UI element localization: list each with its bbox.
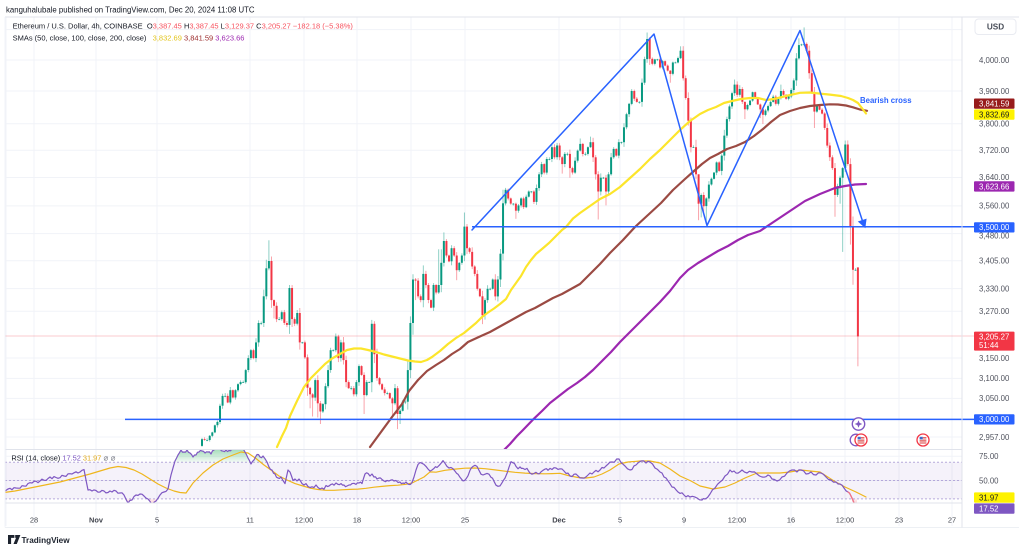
svg-text:28: 28 bbox=[30, 516, 38, 525]
svg-text:Dec: Dec bbox=[552, 516, 566, 525]
svg-text:3,720.00: 3,720.00 bbox=[979, 146, 1010, 155]
svg-text:3,900.00: 3,900.00 bbox=[979, 87, 1010, 96]
svg-text:12:00: 12:00 bbox=[295, 516, 314, 525]
svg-text:3,050.00: 3,050.00 bbox=[979, 394, 1010, 403]
svg-text:3,000.00: 3,000.00 bbox=[979, 415, 1010, 424]
svg-text:3,832.69: 3,832.69 bbox=[979, 110, 1009, 119]
svg-text:5: 5 bbox=[155, 516, 159, 525]
svg-text:5: 5 bbox=[618, 516, 622, 525]
svg-text:SMAs (50, close, 100, close, 2: SMAs (50, close, 100, close, 200, close)… bbox=[13, 33, 245, 42]
svg-text:17.52: 17.52 bbox=[979, 504, 999, 513]
svg-text:3,800.00: 3,800.00 bbox=[979, 120, 1010, 129]
svg-text:25: 25 bbox=[461, 516, 469, 525]
svg-text:23: 23 bbox=[895, 516, 903, 525]
svg-text:12:00: 12:00 bbox=[836, 516, 855, 525]
svg-text:3,500.00: 3,500.00 bbox=[979, 223, 1010, 232]
svg-text:3,480.00: 3,480.00 bbox=[979, 231, 1010, 240]
svg-text:75.00: 75.00 bbox=[979, 452, 999, 461]
svg-text:Nov: Nov bbox=[89, 516, 104, 525]
svg-text:11: 11 bbox=[246, 516, 254, 525]
svg-text:18: 18 bbox=[353, 516, 361, 525]
svg-text:12:00: 12:00 bbox=[728, 516, 747, 525]
svg-text:12:00: 12:00 bbox=[402, 516, 421, 525]
svg-text:16: 16 bbox=[787, 516, 795, 525]
svg-text:RSI (14, close) 17.52 31.97 ⌀: RSI (14, close) 17.52 31.97 ⌀ ⌀ bbox=[11, 454, 115, 463]
svg-text:3,405.00: 3,405.00 bbox=[979, 257, 1010, 266]
svg-text:kanguhalubale published on Tra: kanguhalubale published on TradingView.c… bbox=[6, 5, 255, 14]
svg-text:3,623.66: 3,623.66 bbox=[979, 182, 1009, 191]
svg-text:3,560.00: 3,560.00 bbox=[979, 202, 1010, 211]
svg-text:50.00: 50.00 bbox=[979, 476, 999, 485]
svg-text:51:44: 51:44 bbox=[979, 341, 999, 350]
svg-text:31.97: 31.97 bbox=[979, 493, 999, 502]
svg-text:2,957.00: 2,957.00 bbox=[979, 433, 1010, 442]
svg-text:4,000.00: 4,000.00 bbox=[979, 56, 1010, 65]
svg-text:Ethereum / U.S. Dollar, 4h, CO: Ethereum / U.S. Dollar, 4h, COINBASE O3,… bbox=[13, 22, 354, 31]
svg-text:9: 9 bbox=[682, 516, 686, 525]
svg-text:3,841.59: 3,841.59 bbox=[979, 100, 1009, 109]
svg-text:3,150.00: 3,150.00 bbox=[979, 354, 1010, 363]
svg-text:TradingView: TradingView bbox=[22, 536, 71, 545]
svg-text:USD: USD bbox=[987, 23, 1004, 32]
svg-text:3,330.00: 3,330.00 bbox=[979, 284, 1010, 293]
svg-text:3,100.00: 3,100.00 bbox=[979, 374, 1010, 383]
svg-text:Bearish cross: Bearish cross bbox=[860, 96, 912, 105]
svg-text:27: 27 bbox=[948, 516, 956, 525]
svg-text:3,270.00: 3,270.00 bbox=[979, 307, 1010, 316]
svg-text:3,640.00: 3,640.00 bbox=[979, 173, 1010, 182]
